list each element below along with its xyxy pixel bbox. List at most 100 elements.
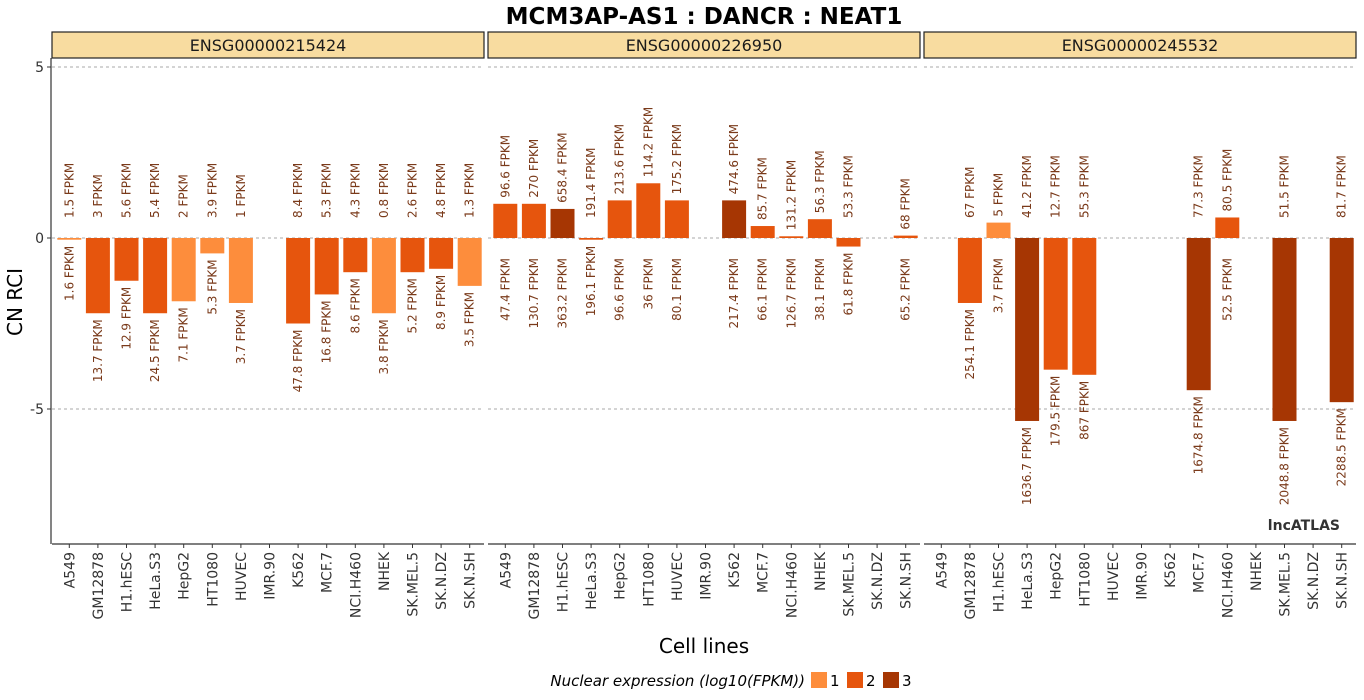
x-tick-label: HepG2 [1049,552,1065,600]
chart-panels: ENSG00000215424 1.5 FPKM 1.6 FPKM A549 3 FPK… [51,31,1357,619]
bar-H1.hESC [550,208,575,238]
y-tick-label: -5 [30,402,44,418]
x-tick-label: A549 [498,552,514,588]
x-tick-label: A549 [62,552,78,588]
bar-NHEK [807,219,832,238]
fpkm-label-top: 131.2 FPKM [784,160,798,231]
fpkm-label-bottom: 65.2 FPKM [899,258,913,321]
legend-title: Nuclear expression (log10(FPKM)) [550,672,805,690]
fpkm-label-bottom: 1636.7 FPKM [1020,427,1034,505]
fpkm-label-bottom: 96.6 FPKM [613,258,627,321]
fpkm-label-top: 96.6 FPKM [498,135,512,198]
fpkm-label-bottom: 47.4 FPKM [498,258,512,321]
fpkm-label-top: 81.7 FPKM [1335,155,1349,218]
fpkm-label-bottom: 196.1 FPKM [584,246,598,317]
fpkm-label-top: 191.4 FPKM [584,147,598,218]
fpkm-label-top: 1.5 FPKM [62,163,76,218]
fpkm-label-bottom: 5.2 FPKM [406,278,420,333]
fpkm-label-top: 5.4 FPKM [148,163,162,218]
fpkm-label-bottom: 12.9 FPKM [120,287,134,350]
bar-HT1080 [1072,238,1097,375]
x-tick-label: HepG2 [613,552,629,600]
fpkm-label-bottom: 2288.5 FPKM [1335,408,1349,486]
fpkm-label-top: 1.3 FPKM [463,163,477,218]
x-tick-label: HT1080 [641,552,657,607]
bar-MCF.7 [750,226,775,238]
panel-strip-label: ENSG00000215424 [190,36,347,55]
fpkm-label-bottom: 8.6 FPKM [348,278,362,333]
fpkm-label-bottom: 254.1 FPKM [963,309,977,380]
fpkm-label-top: 5 FPKM [992,173,1006,217]
panel-strip [487,31,921,59]
panel-2: ENSG00000226950 96.6 FPKM 47.4 FPKM A549 270… [487,31,921,619]
x-tick-label: SK.MEL.5 [406,552,422,617]
x-tick-label: H1.hESC [556,552,572,612]
bar-HT1080 [200,238,225,254]
x-tick-label: HeLa.S3 [584,552,600,610]
x-tick-label: GM12878 [91,552,107,619]
panel-1: ENSG00000215424 1.5 FPKM 1.6 FPKM A549 3 FPK… [51,31,485,619]
chart-title: MCM3AP-AS1 : DANCR : NEAT1 [506,4,903,30]
bar-A549 [493,203,518,238]
fpkm-label-bottom: 217.4 FPKM [727,258,741,329]
bar-SK.N.SH [457,238,482,286]
fpkm-label-bottom: 1674.8 FPKM [1192,396,1206,474]
bar-HeLa.S3 [579,238,604,240]
fpkm-label-top: 658.4 FPKM [556,132,570,203]
fpkm-label-top: 85.7 FPKM [756,157,770,220]
fpkm-label-bottom: 16.8 FPKM [320,300,334,363]
bar-HT1080 [636,183,661,238]
x-tick-label: SK.N.DZ [434,552,450,610]
x-tick-label: K562 [727,552,743,588]
fpkm-label-top: 114.2 FPKM [641,107,655,178]
fpkm-label-bottom: 3.7 FPKM [992,258,1006,313]
fpkm-label-top: 213.6 FPKM [613,124,627,195]
fpkm-label-top: 5.3 FPKM [320,163,334,218]
bar-HepG2 [607,200,632,238]
bar-NCI.H460 [343,238,368,273]
bar-NCI.H460 [1215,217,1240,238]
bar-H1.hESC [986,222,1011,238]
x-tick-label: IMR.90 [699,552,715,600]
x-tick-label: SK.MEL.5 [1278,552,1294,617]
fpkm-label-top: 56.3 FPKM [813,150,827,213]
bar-HepG2 [1043,238,1068,370]
x-tick-label: IMR.90 [263,552,279,600]
panel-3: ENSG00000245532 A549 67 FPKM 254.1 FPKM GM12… [923,31,1357,619]
fpkm-label-bottom: 363.2 FPKM [556,258,570,329]
panel-strip-label: ENSG00000226950 [626,36,783,55]
bar-MCF.7 [1186,238,1211,391]
bar-SK.MEL.5 [1272,238,1297,421]
fpkm-label-top: 3 FPKM [91,174,105,218]
x-tick-label: HeLa.S3 [1020,552,1036,610]
bar-K562 [722,200,747,238]
fpkm-label-top: 80.5 FPKM [1220,149,1234,212]
legend-item-label: 1 [830,672,840,690]
bar-GM12878 [521,203,546,238]
x-tick-label: SK.N.DZ [870,552,886,610]
fpkm-label-top: 474.6 FPKM [727,124,741,195]
fpkm-label-bottom: 36 FPKM [641,258,655,309]
x-tick-label: H1.hESC [120,552,136,612]
fpkm-label-top: 2.6 FPKM [406,163,420,218]
y-axis-label: CN RCI [3,268,27,336]
fpkm-label-top: 77.3 FPKM [1192,155,1206,218]
x-tick-label: SK.N.SH [1335,552,1351,609]
fpkm-label-top: 68 FPKM [899,178,913,229]
x-tick-label: NHEK [813,551,829,591]
bar-SK.N.DZ [429,238,454,269]
fpkm-label-bottom: 7.1 FPKM [177,307,191,362]
fpkm-label-bottom: 3.8 FPKM [377,319,391,374]
x-tick-label: GM12878 [527,552,543,619]
fpkm-label-top: 2 FPKM [177,174,191,218]
fpkm-label-bottom: 66.1 FPKM [756,258,770,321]
fpkm-label-bottom: 2048.8 FPKM [1278,427,1292,505]
fpkm-label-bottom: 24.5 FPKM [148,319,162,382]
x-tick-label: NHEK [1249,551,1265,591]
fpkm-label-top: 8.4 FPKM [291,163,305,218]
x-tick-label: MCF.7 [320,552,336,593]
x-tick-label: NHEK [377,551,393,591]
bar-SK.MEL.5 [836,238,861,247]
fpkm-label-bottom: 3.5 FPKM [463,292,477,347]
x-tick-label: SK.MEL.5 [842,552,858,617]
